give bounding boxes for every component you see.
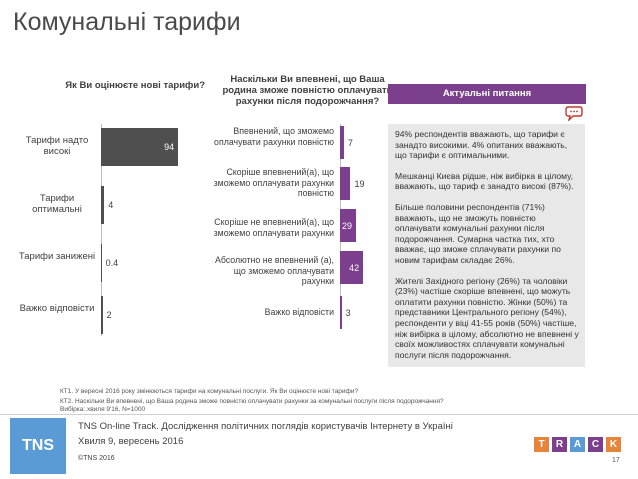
insights-panel bbox=[388, 124, 585, 367]
footer-wave: Хвиля 9, вересень 2016 bbox=[78, 436, 184, 447]
left-bar bbox=[101, 186, 105, 224]
tns-logo: TNS bbox=[10, 418, 66, 474]
right-bar-value: 42 bbox=[349, 263, 360, 273]
left-bar-value: 0.4 bbox=[105, 258, 119, 268]
left-bar-value: 4 bbox=[108, 200, 114, 210]
right-bar-value: 7 bbox=[347, 138, 353, 148]
left-bar bbox=[101, 244, 102, 282]
insight-paragraph: Жителі Західного регіону (26%) та чолові… bbox=[395, 275, 579, 360]
right-category-label: Скоріше не впевнений(а), що зможемо опла… bbox=[213, 217, 334, 238]
right-bar-value: 3 bbox=[345, 308, 351, 318]
left-category-label: Тарифи надто високі bbox=[25, 135, 89, 157]
right-bar-value: 29 bbox=[341, 221, 352, 231]
right-bar bbox=[340, 296, 342, 329]
left-category-label: Тарифи занижені bbox=[18, 251, 96, 262]
insights-text: 94% респондентів вважають, що тарифи є з… bbox=[395, 129, 581, 370]
left-bar bbox=[101, 128, 179, 166]
right-bar bbox=[340, 126, 344, 159]
footer-study-title: TNS On-line Track. Дослідження політични… bbox=[78, 421, 453, 432]
footnote-sample: Вибірка: хвиля 9'16, N=1000 bbox=[60, 406, 146, 413]
left-category-label: Тарифи оптимальні bbox=[32, 193, 82, 215]
footer-divider bbox=[0, 414, 638, 415]
speech-bubble-icon bbox=[565, 106, 583, 121]
track-letter: R bbox=[552, 437, 567, 452]
right-category-label: Скоріше впевнений(а), що зможемо оплачув… bbox=[213, 167, 334, 198]
track-letter: T bbox=[534, 437, 549, 452]
insight-paragraph: Мешканці Києва рідше, ніж вибірка в ціло… bbox=[395, 170, 574, 192]
track-letter: C bbox=[588, 437, 603, 452]
left-bar-value: 94 bbox=[164, 142, 175, 152]
page-title: Комунальні тарифи bbox=[13, 8, 241, 36]
track-letter: A bbox=[570, 437, 585, 452]
right-bar bbox=[340, 167, 351, 200]
left-axis-line bbox=[101, 124, 102, 336]
right-category-label: Абсолютно не впевнений (а), що зможемо о… bbox=[214, 255, 334, 286]
footer-copyright: ©TNS 2016 bbox=[78, 455, 115, 462]
right-bar bbox=[340, 209, 356, 242]
right-category-label: Важко відповісти bbox=[264, 307, 334, 317]
left-chart-question: Як Ви оцінюєте нові тарифи? bbox=[65, 80, 205, 91]
track-letter: K bbox=[606, 437, 621, 452]
right-bar-value: 19 bbox=[354, 179, 365, 189]
insight-paragraph: 94% респондентів вважають, що тарифи є з… bbox=[395, 129, 568, 161]
footnote-kt2: КТ2. Наскільки Ви впевнені, що Ваша роди… bbox=[60, 398, 444, 405]
left-category-label: Важко відповісти bbox=[19, 303, 95, 314]
right-bar bbox=[340, 251, 364, 284]
topical-issues-badge: Актуальні питання bbox=[388, 84, 586, 104]
insight-paragraph: Більше половини респондентів (71%) вважа… bbox=[395, 201, 561, 265]
left-bar-value: 2 bbox=[106, 310, 112, 320]
page-number: 17 bbox=[612, 457, 620, 464]
right-chart-question: Наскільки Ви впевнені, що Ваша родина зм… bbox=[222, 74, 393, 107]
left-bar bbox=[101, 296, 103, 334]
footnote-kt1: КТ1. У вересні 2016 року змінюються тари… bbox=[60, 388, 359, 395]
right-category-label: Впевнений, що зможемо оплачувати рахунки… bbox=[214, 126, 334, 147]
